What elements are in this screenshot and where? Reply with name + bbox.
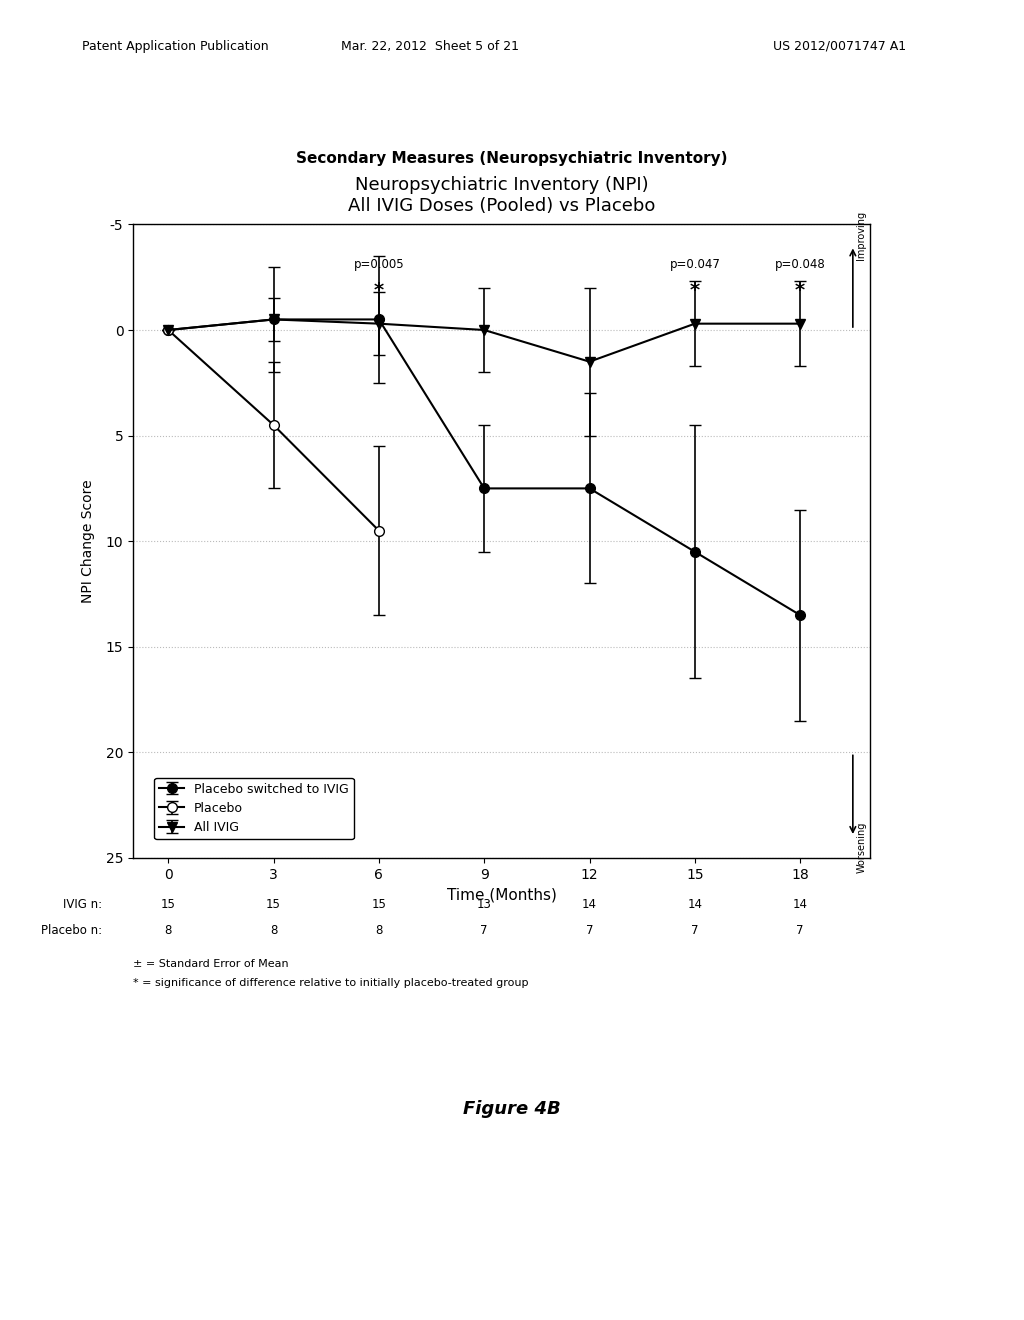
Text: *: * <box>795 281 805 301</box>
Text: p=0.048: p=0.048 <box>775 257 825 271</box>
Text: 8: 8 <box>270 924 278 937</box>
Text: 7: 7 <box>586 924 593 937</box>
Text: 7: 7 <box>797 924 804 937</box>
Text: 8: 8 <box>165 924 172 937</box>
Text: *: * <box>690 281 700 301</box>
Text: p=0.047: p=0.047 <box>670 257 720 271</box>
Text: 14: 14 <box>582 898 597 911</box>
Text: 15: 15 <box>266 898 281 911</box>
Text: * = significance of difference relative to initially placebo-treated group: * = significance of difference relative … <box>133 978 528 989</box>
Legend: Placebo switched to IVIG, Placebo, All IVIG: Placebo switched to IVIG, Placebo, All I… <box>155 777 354 840</box>
Text: 7: 7 <box>691 924 698 937</box>
Y-axis label: NPI Change Score: NPI Change Score <box>81 479 94 603</box>
Text: Secondary Measures (Neuropsychiatric Inventory): Secondary Measures (Neuropsychiatric Inv… <box>296 150 728 166</box>
Text: Improving: Improving <box>856 210 866 260</box>
Text: Patent Application Publication: Patent Application Publication <box>82 40 268 53</box>
Text: 7: 7 <box>480 924 488 937</box>
Text: Figure 4B: Figure 4B <box>463 1100 561 1118</box>
Text: Mar. 22, 2012  Sheet 5 of 21: Mar. 22, 2012 Sheet 5 of 21 <box>341 40 519 53</box>
Text: 14: 14 <box>793 898 808 911</box>
Title: Neuropsychiatric Inventory (NPI)
All IVIG Doses (Pooled) vs Placebo: Neuropsychiatric Inventory (NPI) All IVI… <box>348 176 655 215</box>
Text: 15: 15 <box>372 898 386 911</box>
Text: 14: 14 <box>687 898 702 911</box>
Text: ± = Standard Error of Mean: ± = Standard Error of Mean <box>133 958 289 969</box>
Text: Placebo n:: Placebo n: <box>41 924 102 937</box>
Text: 15: 15 <box>161 898 176 911</box>
Text: *: * <box>374 281 384 301</box>
Text: US 2012/0071747 A1: US 2012/0071747 A1 <box>773 40 906 53</box>
X-axis label: Time (Months): Time (Months) <box>446 887 557 903</box>
Text: IVIG n:: IVIG n: <box>63 898 102 911</box>
Text: Worsening: Worsening <box>856 822 866 873</box>
Text: 13: 13 <box>477 898 492 911</box>
Text: p=0.005: p=0.005 <box>353 257 404 271</box>
Text: 8: 8 <box>375 924 383 937</box>
